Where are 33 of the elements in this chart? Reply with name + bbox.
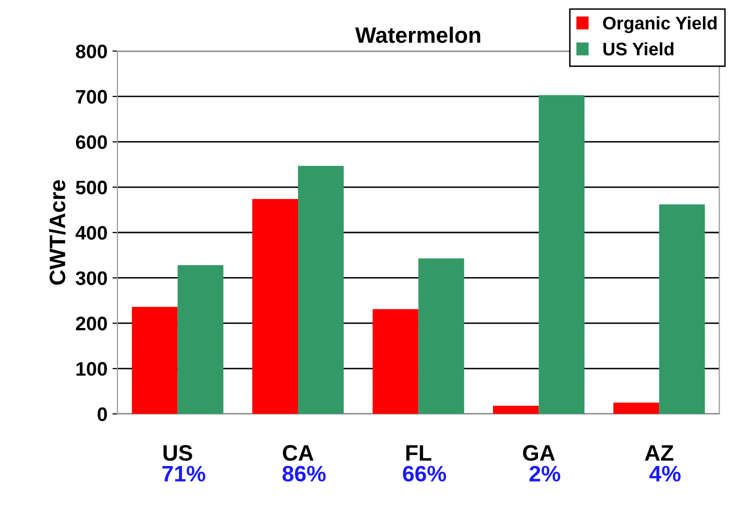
chart-title: Watermelon [355,26,480,43]
bar [372,309,418,414]
bar [493,406,539,414]
y-tick-label: 800 [76,44,107,58]
text: 86% [282,466,326,482]
y-tick-label: 100 [76,362,107,376]
bar [252,198,298,414]
bar [132,306,178,414]
text: 66% [402,466,446,482]
text: 2% [529,466,560,482]
y-tick-label: 200 [76,316,107,330]
y-tick-label: 500 [76,180,107,194]
x-tick-label: GA [523,445,555,461]
bar [178,265,224,414]
x-tick-label: US [164,445,192,461]
bar [613,402,660,414]
y-tick-label: 400 [76,226,107,240]
bar [418,258,464,414]
y-tick-label: 600 [76,135,107,150]
y-tick-label: 700 [76,90,107,104]
bar [538,95,584,414]
y-tick-label: 300 [76,271,107,286]
legend-label: Organic Yield [603,16,717,34]
text: 71% [162,466,206,482]
text: 4% [649,466,681,482]
bar [659,204,705,414]
x-tick-label: CA [282,445,314,461]
y-tick-label: 0 [98,407,107,422]
y-axis-title: CWT/Acre [49,180,66,285]
bar [298,166,344,414]
x-tick-label: AZ [644,445,674,461]
legend-label: US Yield [603,42,674,56]
x-tick-label: FL [406,445,432,461]
